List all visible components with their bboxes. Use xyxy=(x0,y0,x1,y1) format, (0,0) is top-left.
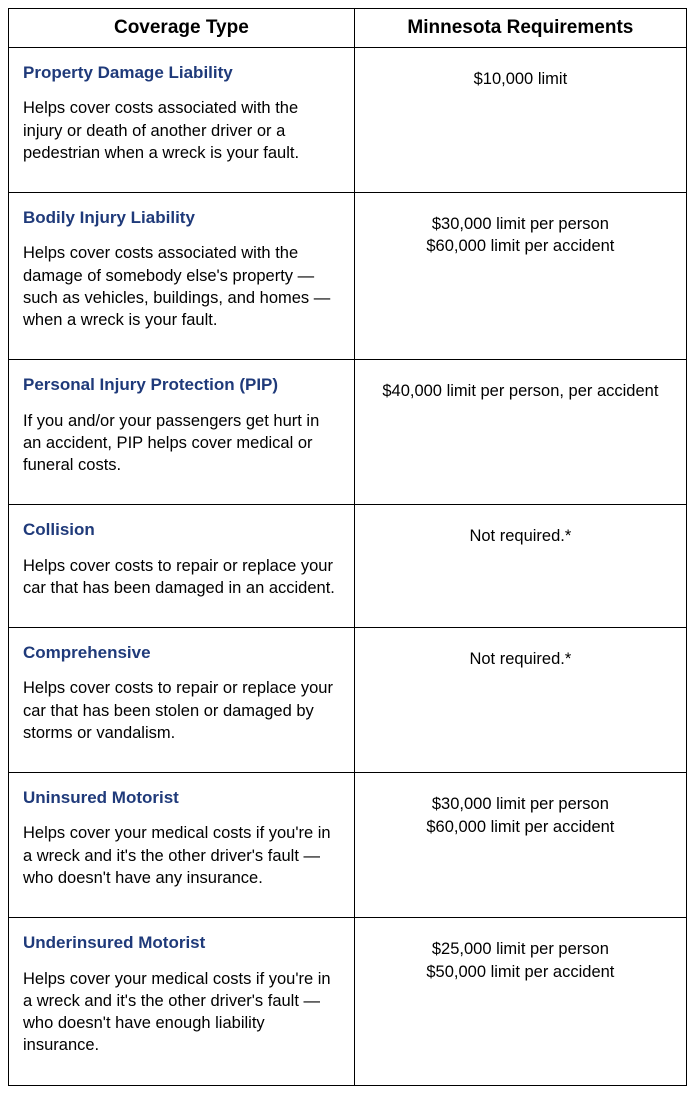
requirement-text: $25,000 limit per person $50,000 limit p… xyxy=(365,932,676,983)
table-row: Underinsured Motorist Helps cover your m… xyxy=(9,918,687,1085)
coverage-type-cell: Comprehensive Helps cover costs to repai… xyxy=(9,628,355,773)
coverage-type-cell: Property Damage Liability Helps cover co… xyxy=(9,48,355,193)
requirement-cell: $30,000 limit per person $60,000 limit p… xyxy=(354,773,686,918)
table-header-row: Coverage Type Minnesota Requirements xyxy=(9,9,687,48)
header-requirements: Minnesota Requirements xyxy=(354,9,686,48)
coverage-title: Uninsured Motorist xyxy=(23,787,340,808)
table-row: Personal Injury Protection (PIP) If you … xyxy=(9,360,687,505)
table-row: Uninsured Motorist Helps cover your medi… xyxy=(9,773,687,918)
requirement-cell: $25,000 limit per person $50,000 limit p… xyxy=(354,918,686,1085)
coverage-type-cell: Collision Helps cover costs to repair or… xyxy=(9,505,355,628)
table-row: Comprehensive Helps cover costs to repai… xyxy=(9,628,687,773)
coverage-type-cell: Uninsured Motorist Helps cover your medi… xyxy=(9,773,355,918)
coverage-requirements-table: Coverage Type Minnesota Requirements Pro… xyxy=(8,8,687,1086)
coverage-description: If you and/or your passengers get hurt i… xyxy=(23,410,340,477)
coverage-description: Helps cover your medical costs if you're… xyxy=(23,822,340,889)
requirement-cell: Not required.* xyxy=(354,505,686,628)
table-row: Collision Helps cover costs to repair or… xyxy=(9,505,687,628)
coverage-title: Bodily Injury Liability xyxy=(23,207,340,228)
coverage-description: Helps cover your medical costs if you're… xyxy=(23,968,340,1057)
header-coverage-type: Coverage Type xyxy=(9,9,355,48)
coverage-type-cell: Underinsured Motorist Helps cover your m… xyxy=(9,918,355,1085)
requirement-cell: $30,000 limit per person $60,000 limit p… xyxy=(354,193,686,360)
requirement-text: $40,000 limit per person, per accident xyxy=(365,374,676,402)
coverage-title: Underinsured Motorist xyxy=(23,932,340,953)
coverage-title: Property Damage Liability xyxy=(23,62,340,83)
coverage-title: Comprehensive xyxy=(23,642,340,663)
requirement-text: Not required.* xyxy=(365,642,676,670)
requirement-cell: $40,000 limit per person, per accident xyxy=(354,360,686,505)
table-row: Property Damage Liability Helps cover co… xyxy=(9,48,687,193)
coverage-description: Helps cover costs to repair or replace y… xyxy=(23,555,340,600)
table-row: Bodily Injury Liability Helps cover cost… xyxy=(9,193,687,360)
coverage-description: Helps cover costs associated with the da… xyxy=(23,242,340,331)
coverage-title: Personal Injury Protection (PIP) xyxy=(23,374,340,395)
coverage-type-cell: Personal Injury Protection (PIP) If you … xyxy=(9,360,355,505)
requirement-cell: Not required.* xyxy=(354,628,686,773)
requirement-text: $10,000 limit xyxy=(365,62,676,90)
coverage-description: Helps cover costs to repair or replace y… xyxy=(23,677,340,744)
requirement-text: $30,000 limit per person $60,000 limit p… xyxy=(365,207,676,258)
coverage-type-cell: Bodily Injury Liability Helps cover cost… xyxy=(9,193,355,360)
requirement-text: $30,000 limit per person $60,000 limit p… xyxy=(365,787,676,838)
coverage-title: Collision xyxy=(23,519,340,540)
coverage-description: Helps cover costs associated with the in… xyxy=(23,97,340,164)
requirement-cell: $10,000 limit xyxy=(354,48,686,193)
requirement-text: Not required.* xyxy=(365,519,676,547)
